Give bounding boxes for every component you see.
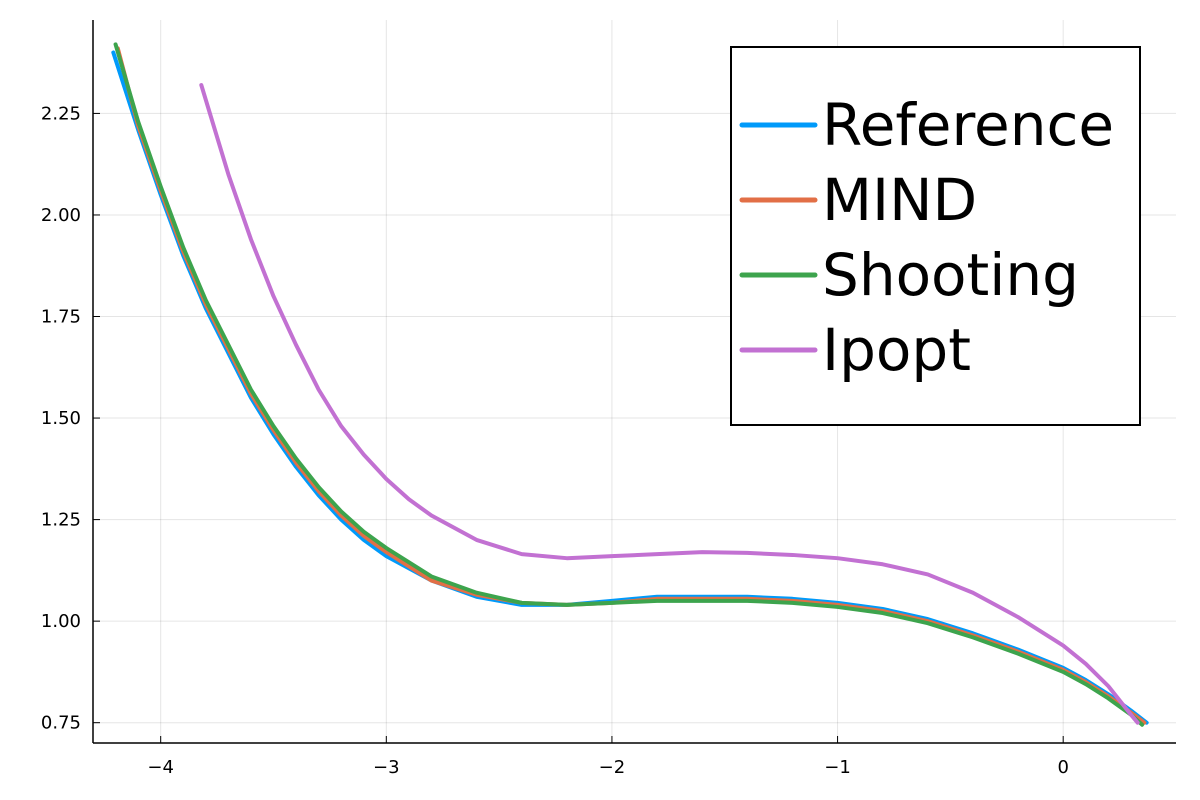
x-tick-label: −2 [599,757,626,778]
x-tick-label: −3 [373,757,400,778]
x-tick-label: −1 [824,757,851,778]
x-tick-label: 0 [1057,757,1068,778]
legend-label-reference: Reference [822,91,1114,159]
series-lines [111,42,1149,727]
legend-label-mind: MIND [822,166,977,234]
y-tick-label: 0.75 [41,713,81,734]
legend: Reference MIND Shooting Ipopt [730,46,1141,426]
axes: −4 −3 −2 −1 0 0.75 1.00 1.25 1.50 1.75 2.00 2.25 [41,20,1176,778]
legend-box [730,46,1141,426]
y-tick-label: 2.00 [41,205,81,226]
series-line-shooting [113,42,1145,727]
series-line-ipopt [199,82,1140,725]
y-tick-label: 1.75 [41,307,81,328]
x-tick-label: −4 [147,757,174,778]
legend-label-ipopt: Ipopt [822,316,971,384]
legend-label-shooting: Shooting [822,241,1079,309]
y-tick-label: 2.25 [41,103,81,124]
y-tick-label: 1.50 [41,408,81,429]
y-tick-label: 1.25 [41,510,81,531]
y-tick-label: 1.00 [41,611,81,632]
